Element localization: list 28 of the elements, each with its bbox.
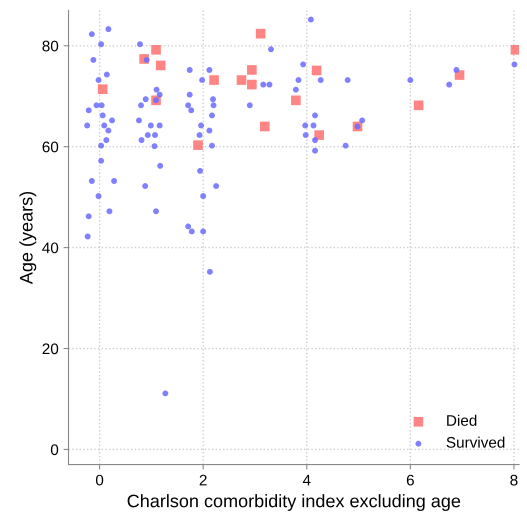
point	[291, 95, 301, 106]
y-tick-label: 20	[42, 343, 58, 354]
point	[260, 122, 270, 132]
y-tick-label: 0	[50, 444, 58, 456]
x-tick-label: 8	[510, 474, 518, 486]
legend-label: Died	[447, 414, 476, 426]
point	[209, 75, 219, 85]
x-axis-title: Charlson comorbidity index excluding age	[128, 494, 460, 511]
point	[414, 100, 424, 110]
y-axis-title: Age (years)	[19, 192, 36, 284]
y-tick-label: 40	[42, 242, 58, 254]
x-tick-label: 0	[96, 474, 104, 486]
point	[247, 80, 257, 90]
point	[151, 44, 161, 55]
y-tick-label: 60	[42, 142, 58, 152]
point	[193, 140, 203, 150]
legend-label: Survived	[446, 436, 504, 448]
point	[312, 66, 322, 76]
x-tick-label: 6	[406, 474, 414, 486]
x-tick-label: 2	[200, 474, 207, 486]
point	[98, 84, 108, 94]
y-tick-label: 80	[42, 40, 58, 52]
point	[256, 28, 266, 38]
point	[510, 44, 520, 55]
point	[156, 60, 166, 70]
point	[236, 75, 246, 85]
point	[247, 65, 257, 75]
x-tick-label: 4	[302, 474, 311, 486]
